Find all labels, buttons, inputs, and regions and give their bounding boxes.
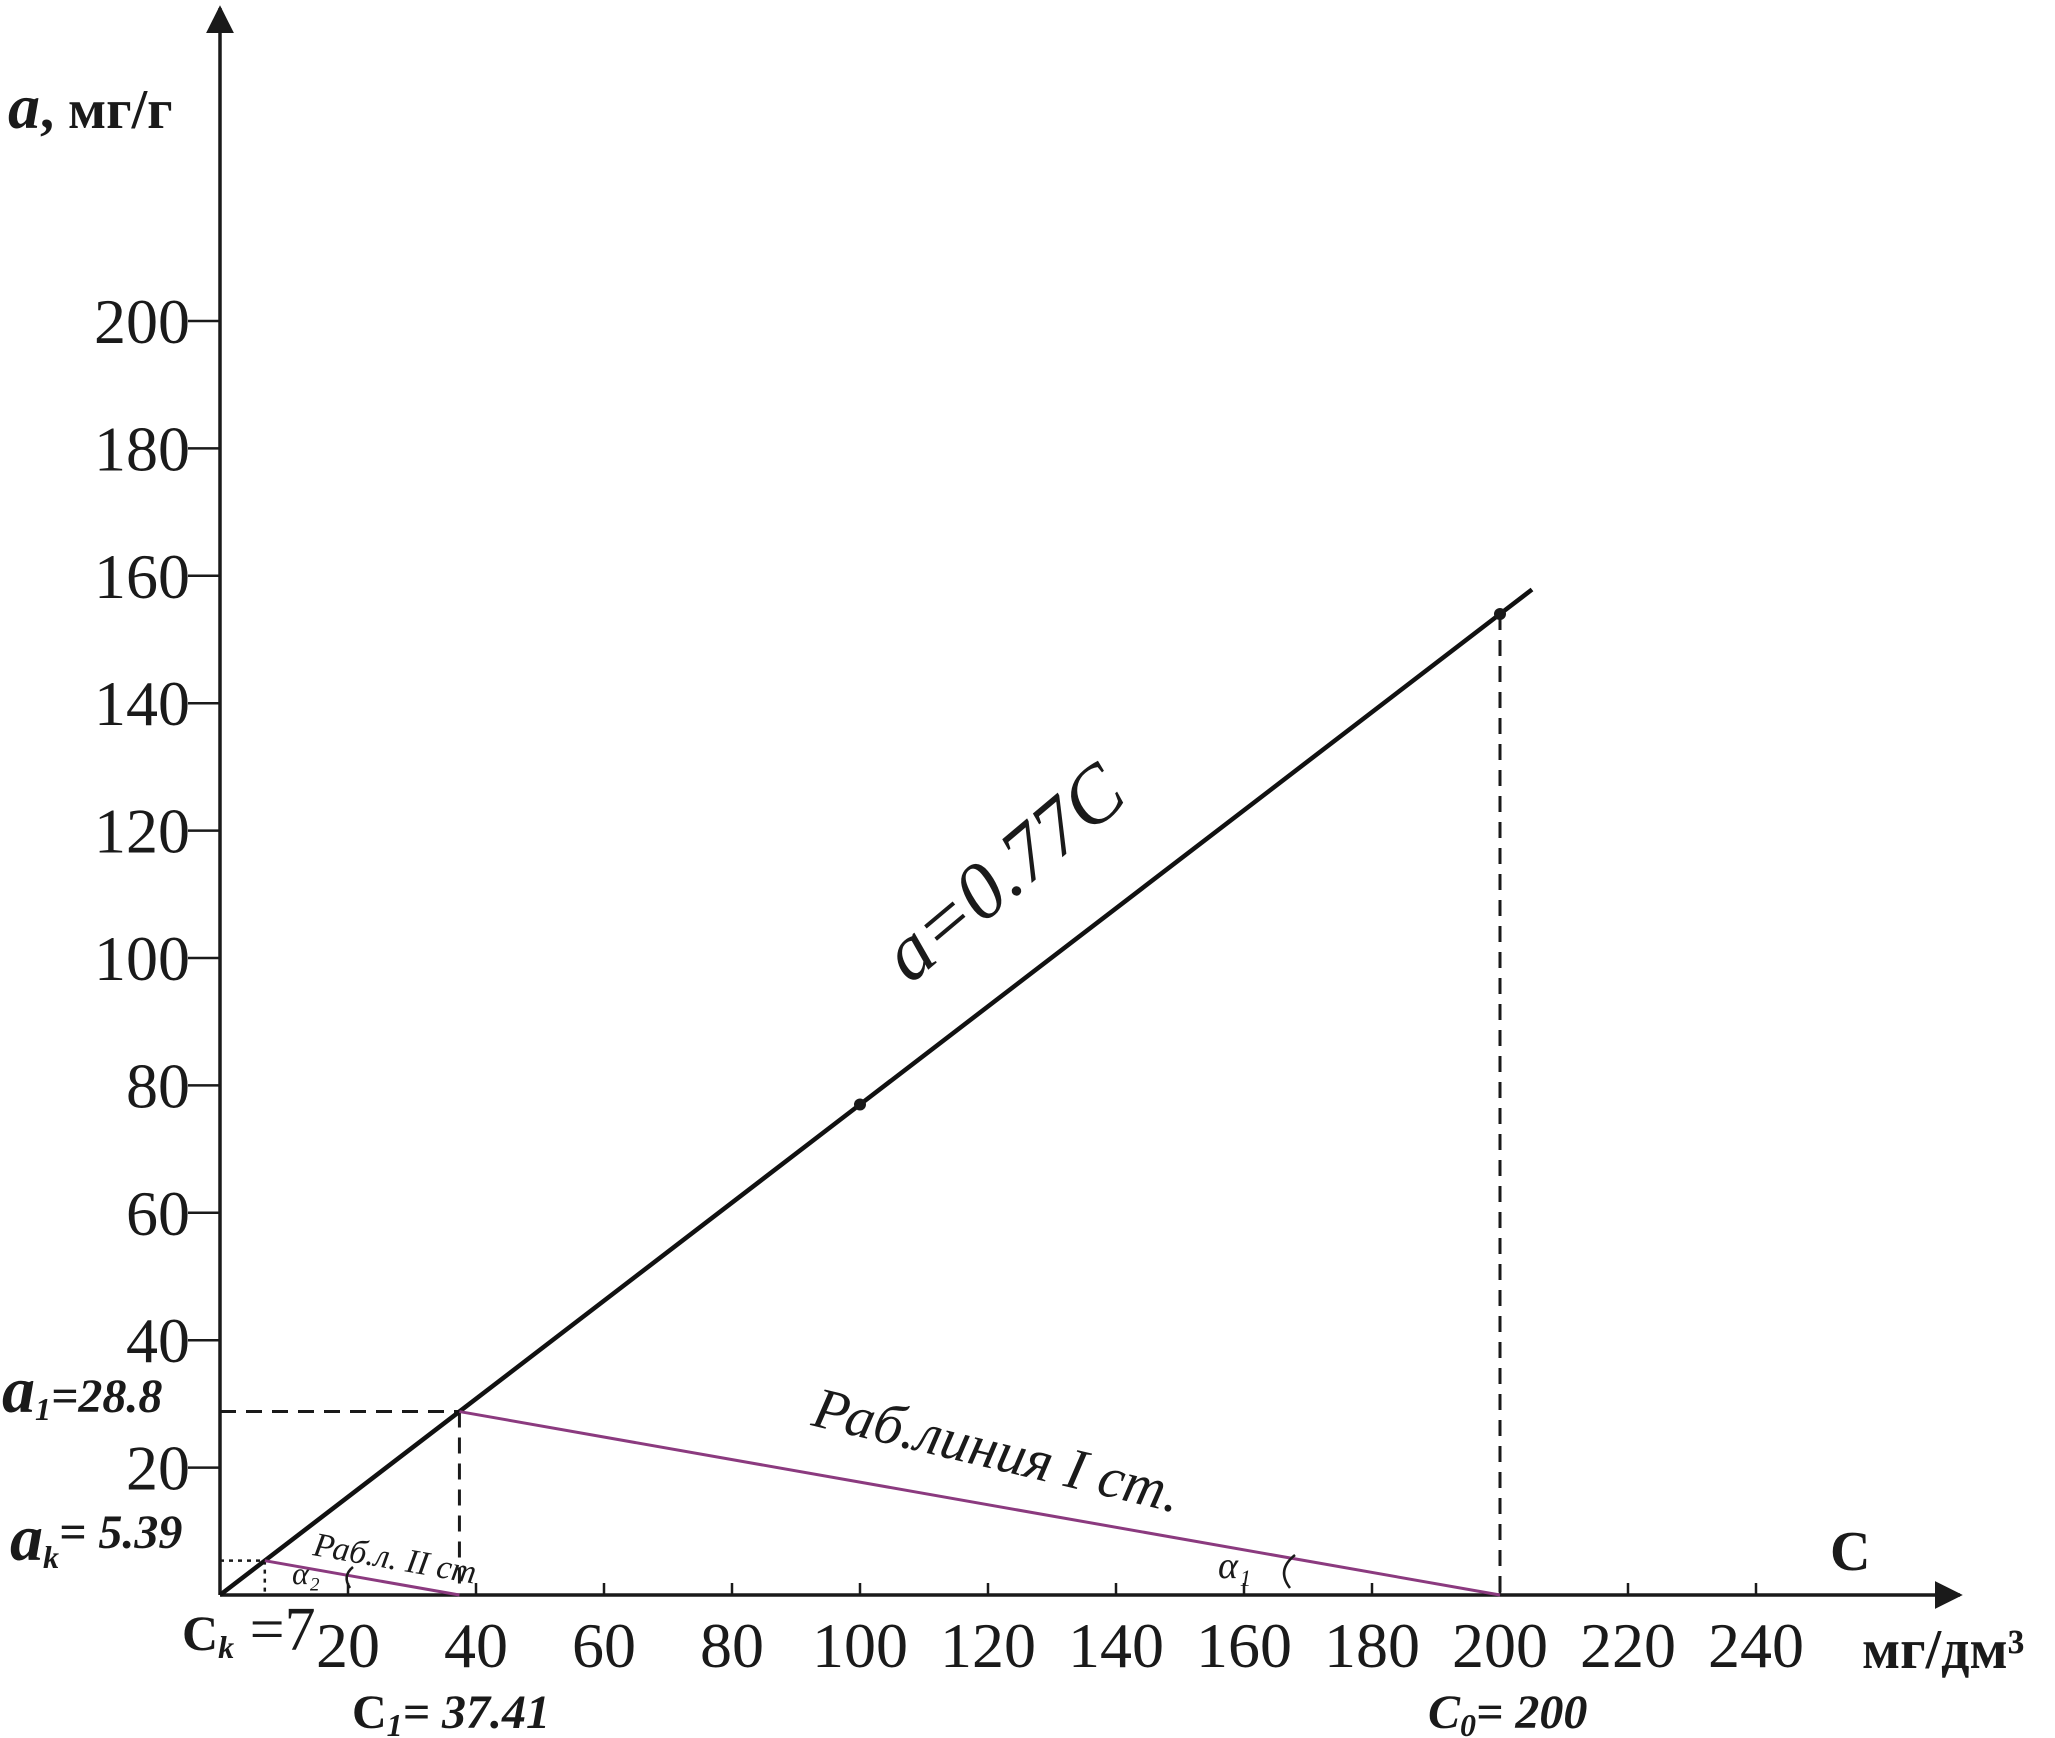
y-tick-label-60: 60 <box>126 1178 190 1249</box>
series-group <box>218 587 1534 1597</box>
c0-symbol: C <box>1428 1686 1461 1738</box>
ck-value: =7 <box>234 1596 315 1664</box>
c1-label: C1= 37.41 <box>352 1686 550 1738</box>
y-tick-label-100: 100 <box>94 923 190 994</box>
x-tick-label-80: 80 <box>700 1610 764 1681</box>
x-tick-label-140: 140 <box>1068 1610 1164 1681</box>
ak-label: ak= 5.39 <box>10 1502 182 1575</box>
x-tick-label-20: 20 <box>316 1610 380 1681</box>
y-axis-symbol: a <box>8 71 40 142</box>
ck-symbol: C <box>182 1605 218 1661</box>
y-axis-title: a, мг/г <box>8 71 173 142</box>
y-tick-label-120: 120 <box>94 796 190 867</box>
c1-subscript: 1 <box>387 1707 403 1738</box>
alpha-2-label: α₂ <box>292 1555 320 1591</box>
working-line-1-label: Раб.линия I ст. <box>806 1374 1188 1525</box>
y-tick-label-160: 160 <box>94 541 190 612</box>
c1-symbol: C <box>352 1686 387 1738</box>
a1-subscript: 1 <box>35 1391 51 1427</box>
y-tick-label-200: 200 <box>94 286 190 357</box>
c0-label: C0= 200 <box>1428 1686 1587 1738</box>
x-tick-label-120: 120 <box>940 1610 1036 1681</box>
ck-label: Ck =7 <box>182 1596 316 1665</box>
series-point-1-1 <box>854 1098 866 1111</box>
x-axis-title: C <box>1830 1521 1870 1583</box>
alpha-1-arc <box>1282 1554 1296 1589</box>
ak-value: = 5.39 <box>59 1506 182 1559</box>
series-line-3 <box>264 1559 460 1597</box>
x-tick-label-60: 60 <box>572 1610 636 1681</box>
y-tick-label-40: 40 <box>126 1305 190 1376</box>
a1-symbol: a <box>2 1354 35 1427</box>
x-tick-label-160: 160 <box>1196 1610 1292 1681</box>
y-tick-label-20: 20 <box>126 1433 190 1504</box>
ak-subscript: k <box>43 1539 59 1575</box>
x-tick-label-40: 40 <box>444 1610 508 1681</box>
isotherm-equation-label: a=0.77C <box>865 746 1143 999</box>
alpha-1-label: α₁ <box>1218 1545 1251 1587</box>
alpha-2-arc <box>345 1566 354 1589</box>
y-tick-label-140: 140 <box>94 668 190 739</box>
working-line-2-label: Раб.л. II ст <box>310 1526 480 1591</box>
y-tick-label-80: 80 <box>126 1050 190 1121</box>
x-tick-label-220: 220 <box>1580 1610 1676 1681</box>
x-tick-label-180: 180 <box>1324 1610 1420 1681</box>
y-axis-unit: , мг/г <box>40 79 173 141</box>
guide-lines <box>220 614 1502 1595</box>
c0-subscript: 0 <box>1460 1707 1476 1738</box>
ak-symbol: a <box>10 1502 43 1575</box>
c1-value: = 37.41 <box>403 1686 550 1738</box>
a1-value: =28.8 <box>51 1370 162 1423</box>
y-axis-ticks: 20 40 60 80 100 120 140 160 180 200 <box>94 286 220 1504</box>
x-tick-label-200: 200 <box>1452 1610 1548 1681</box>
ck-subscript: k <box>218 1629 234 1665</box>
a1-label: a1=28.8 <box>2 1354 162 1427</box>
c0-value: = 200 <box>1476 1686 1587 1738</box>
y-tick-label-180: 180 <box>94 413 190 484</box>
x-axis-ticks: 20 40 60 80 100 120 140 160 180 200 220 240 <box>316 1583 1804 1681</box>
x-tick-label-100: 100 <box>812 1610 908 1681</box>
x-tick-label-240: 240 <box>1708 1610 1804 1681</box>
series-point-1-2 <box>1494 608 1506 621</box>
series-line-2 <box>459 1410 1501 1597</box>
x-axis-unit: мг/дм³ <box>1862 1619 2024 1681</box>
